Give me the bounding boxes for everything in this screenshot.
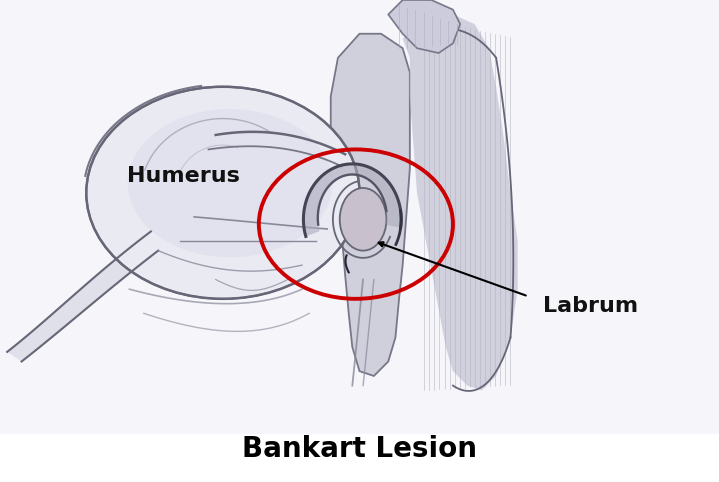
Polygon shape — [7, 231, 158, 362]
Ellipse shape — [86, 87, 360, 299]
Polygon shape — [303, 164, 401, 237]
Polygon shape — [0, 0, 719, 434]
Text: Humerus: Humerus — [127, 166, 239, 186]
Text: Labrum: Labrum — [543, 296, 638, 316]
Polygon shape — [388, 0, 460, 53]
Polygon shape — [331, 34, 410, 376]
Ellipse shape — [339, 188, 387, 251]
Polygon shape — [403, 14, 518, 390]
Text: Bankart Lesion: Bankart Lesion — [242, 435, 477, 463]
Ellipse shape — [128, 109, 332, 257]
